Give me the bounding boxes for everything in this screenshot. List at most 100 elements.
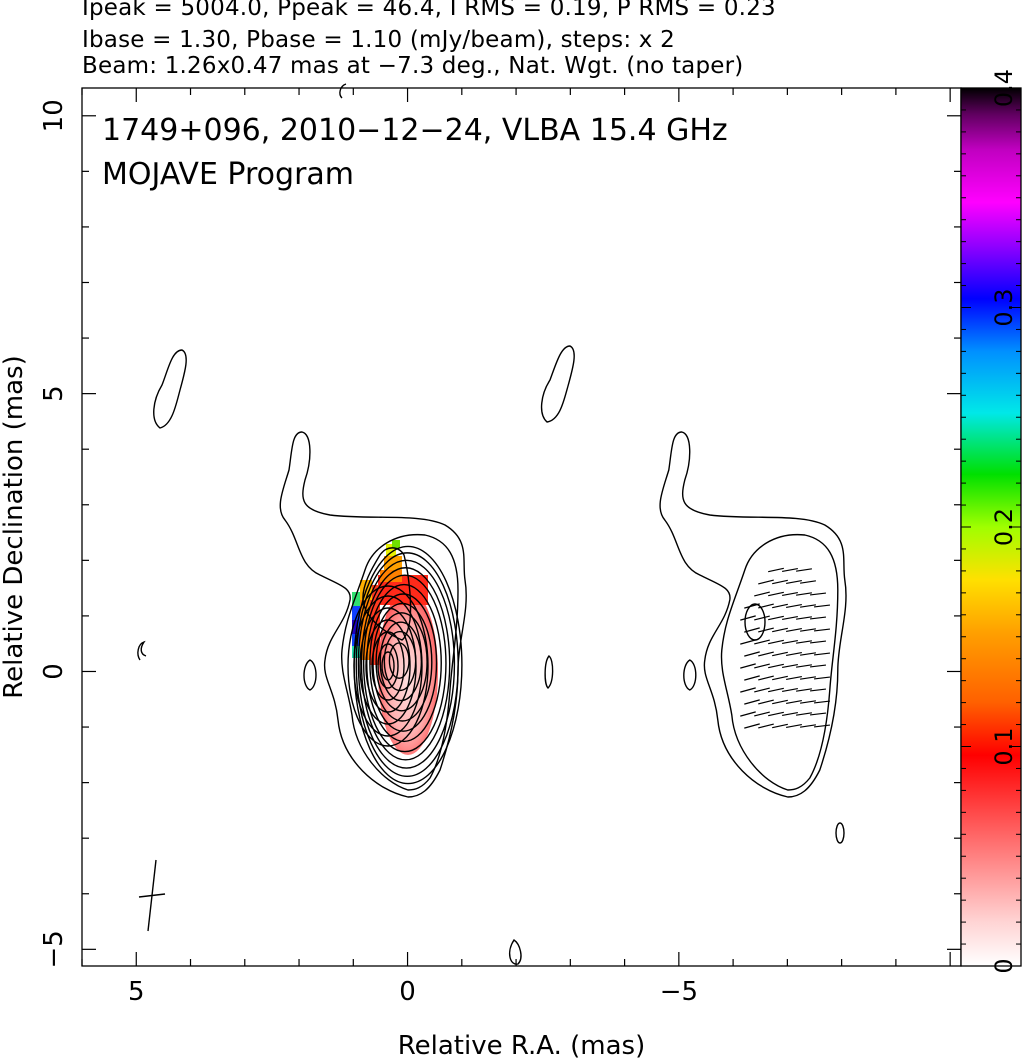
evpa-stick (754, 639, 770, 645)
evpa-stick (758, 603, 774, 609)
contour-line (372, 602, 433, 722)
evpa-stick (786, 723, 802, 729)
evpa-stick (782, 639, 798, 645)
evpa-stick (809, 712, 827, 716)
evpa-stick (813, 652, 831, 656)
polmap-pixel (384, 556, 402, 570)
header-line-2: Ibase = 1.30, Pbase = 1.10 (mJy/beam), s… (82, 27, 675, 53)
contour-line (365, 619, 411, 713)
colorbar-tick-label: 0.4 (990, 69, 1018, 107)
evpa-stick (772, 603, 788, 609)
evpa-stick (809, 592, 827, 596)
evpa-stick (782, 567, 798, 573)
polmap-pixel (352, 620, 358, 634)
evpa-stick (800, 604, 816, 608)
contour-line (659, 431, 847, 798)
evpa-stick (800, 580, 816, 584)
evpa-stick (744, 603, 760, 609)
polmap-pixel (352, 592, 360, 606)
contour-line (362, 574, 447, 753)
evpa-stick (800, 652, 816, 656)
evpa-stick (809, 640, 827, 644)
stokes-i-contours-left (137, 83, 575, 798)
contour-line (355, 552, 459, 778)
evpa-stick (796, 616, 812, 620)
contour-line (508, 939, 522, 965)
evpa-stick (758, 675, 774, 681)
evpa-stick (800, 628, 816, 632)
y-axis-label: Relative Declination (mas) (0, 355, 29, 698)
contour-line (360, 567, 451, 761)
evpa-stick (754, 663, 770, 669)
contour-line (375, 612, 428, 712)
evpa-stick (786, 651, 802, 657)
evpa-stick (813, 724, 831, 728)
evpa-stick (809, 664, 827, 668)
evpa-stick (786, 627, 802, 633)
evpa-stick (758, 723, 774, 729)
evpa-stick (782, 591, 798, 597)
contour-line (381, 651, 395, 681)
x-tick-label: −5 (660, 977, 698, 1007)
contour-line (347, 585, 429, 747)
evpa-stick (772, 723, 788, 729)
contour-group (659, 431, 847, 798)
evpa-stick (809, 616, 827, 620)
polmap-core-fill (378, 589, 438, 755)
polmap-pixel (386, 544, 396, 556)
contour-line (369, 593, 438, 732)
evpa-stick (813, 676, 831, 680)
evpa-stick (740, 711, 756, 717)
contour-line (353, 595, 423, 737)
restoring-beam (138, 859, 166, 932)
contour-line (720, 533, 839, 791)
x-tick-label: 5 (128, 977, 145, 1007)
evpa-stick (744, 627, 760, 633)
polmap-pixel (360, 600, 370, 660)
evpa-stick (809, 688, 827, 692)
evpa-stick (768, 591, 784, 597)
evpa-stick (768, 567, 784, 573)
header-line-3: Beam: 1.26x0.47 mas at −7.3 deg., Nat. W… (82, 53, 744, 79)
evpa-stick (796, 664, 812, 668)
y-tick-label: 10 (39, 99, 69, 132)
evpa-stick (754, 687, 770, 693)
evpa-stick (772, 675, 788, 681)
evpa-stick (813, 700, 831, 704)
evpa-stick (740, 687, 756, 693)
evpa-stick (768, 687, 784, 693)
evpa-stick (796, 688, 812, 692)
contour-line (303, 659, 317, 691)
contour-line (377, 643, 399, 689)
evpa-stick (813, 628, 831, 632)
y-tick-label: 0 (39, 663, 69, 680)
contour-line (137, 640, 147, 661)
contour-line (544, 655, 554, 689)
evpa-stick (758, 627, 774, 633)
contour-line (683, 659, 697, 691)
y-tick-label: 5 (39, 385, 69, 402)
x-axis-label: Relative R.A. (mas) (398, 1031, 645, 1061)
evpa-stick (744, 723, 760, 729)
colorbar-tick-label: 0.1 (990, 727, 1018, 765)
evpa-stick (768, 663, 784, 669)
evpa-stick (800, 676, 816, 680)
plot-label-program: MOJAVE Program (102, 157, 354, 192)
evpa-stick (768, 711, 784, 717)
evpa-sticks (740, 567, 831, 729)
evpa-stick (740, 663, 756, 669)
evpa-stick (744, 699, 760, 705)
contour-line (540, 345, 575, 423)
evpa-stick (813, 604, 831, 608)
x-tick-label: 0 (399, 977, 416, 1007)
evpa-stick (782, 687, 798, 693)
evpa-stick (786, 603, 802, 609)
evpa-stick (768, 615, 784, 621)
evpa-stick (754, 615, 770, 621)
colorbar-tick-label: 0.3 (990, 288, 1018, 326)
evpa-stick (740, 615, 756, 621)
contour-line (744, 603, 766, 641)
evpa-stick (744, 651, 760, 657)
evpa-stick (772, 579, 788, 585)
